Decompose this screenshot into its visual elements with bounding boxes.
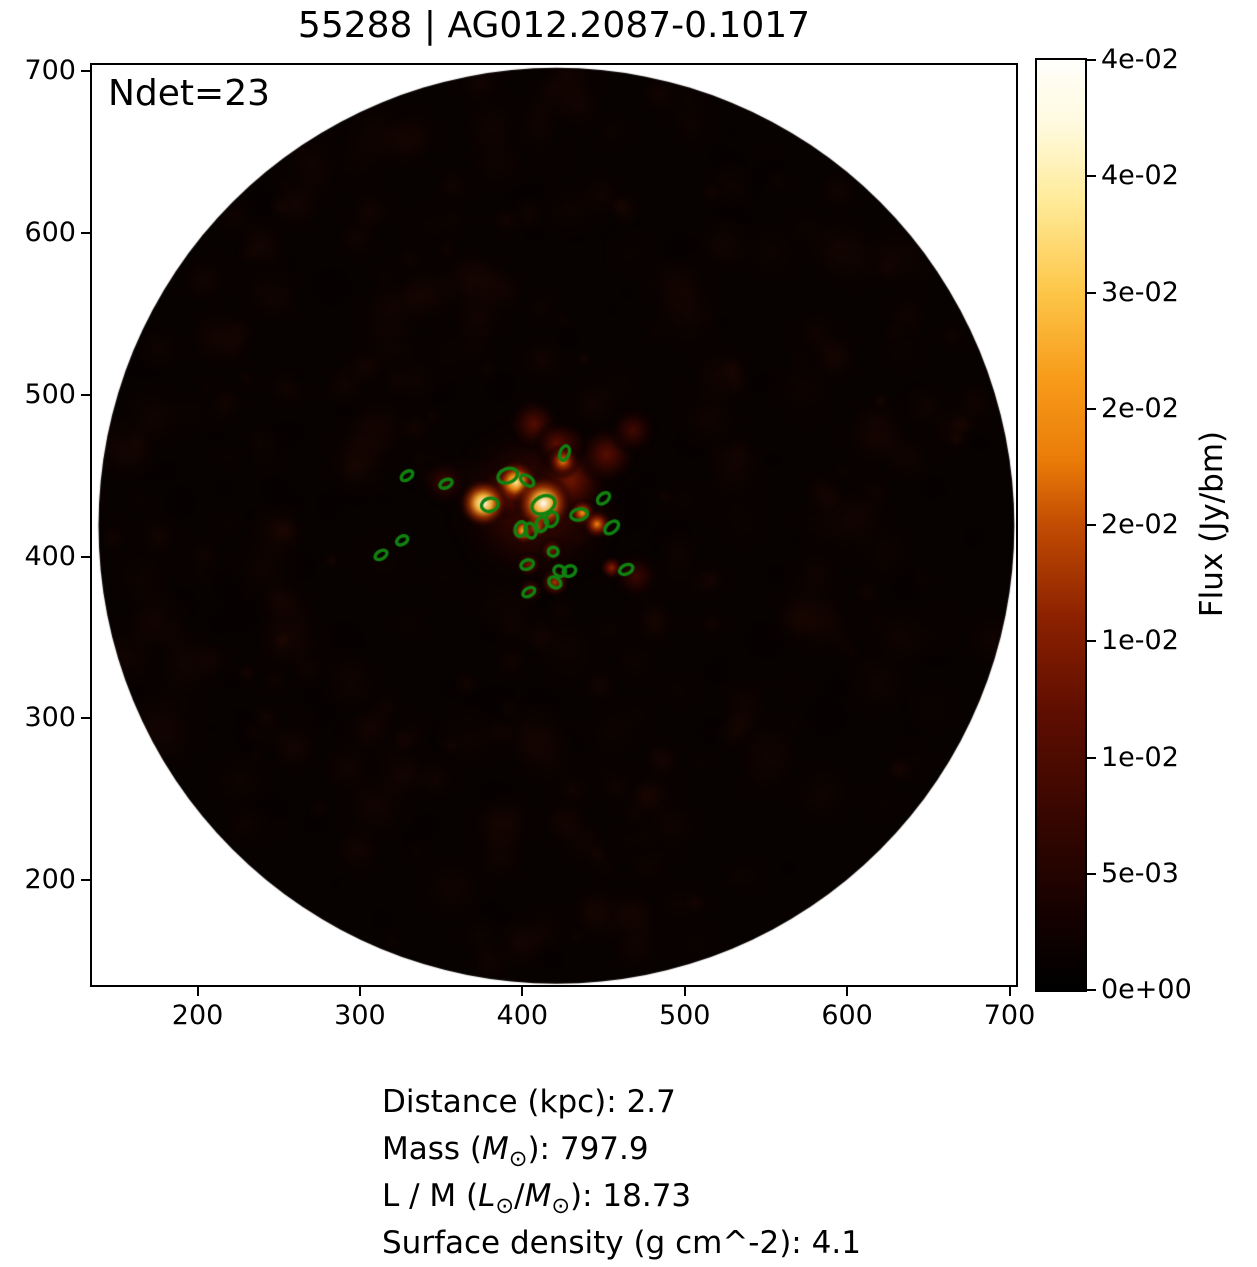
y-tick-mark (81, 393, 90, 396)
colorbar-tick-mark (1087, 175, 1096, 178)
y-tick-label: 500 (24, 378, 76, 410)
colorbar-tick-label: 2e-02 (1101, 509, 1179, 540)
colorbar (1035, 58, 1087, 992)
x-tick-mark (521, 987, 524, 996)
colorbar-tick-mark (1087, 989, 1096, 991)
y-tick-label: 600 (24, 217, 76, 249)
colorbar-tick-mark (1087, 524, 1096, 526)
x-tick-mark (358, 987, 361, 996)
y-tick-label: 200 (24, 863, 76, 895)
y-tick-mark (81, 232, 90, 235)
colorbar-tick-label: 4e-02 (1101, 44, 1179, 75)
plot-area: Ndet=23 (90, 63, 1018, 987)
colorbar-tick-mark (1087, 756, 1096, 759)
colorbar-tick-label: 1e-02 (1101, 741, 1179, 773)
colorbar-tick-label: 2e-02 (1101, 392, 1179, 424)
y-tick-label: 700 (24, 55, 76, 87)
flux-map-image (92, 65, 1016, 985)
y-tick-label: 300 (24, 702, 76, 734)
x-tick-mark (196, 987, 199, 996)
y-tick-label: 400 (24, 540, 76, 572)
stat-line: Mass (M⊙): 797.9 (382, 1131, 649, 1173)
colorbar-tick-label: 4e-02 (1101, 160, 1179, 192)
x-tick-label: 700 (983, 1000, 1036, 1031)
colorbar-tick-mark (1087, 59, 1096, 61)
stat-line: Distance (kpc): 2.7 (382, 1084, 676, 1120)
colorbar-label: Flux (Jy/bm) (1194, 430, 1230, 618)
y-tick-mark (81, 878, 90, 881)
colorbar-tick-label: 1e-02 (1101, 625, 1179, 657)
y-tick-mark (81, 70, 90, 73)
x-tick-label: 500 (658, 1000, 711, 1031)
colorbar-tick-mark (1087, 872, 1096, 875)
y-tick-mark (81, 555, 90, 558)
stat-line: Surface density (g cm^-2): 4.1 (382, 1225, 861, 1261)
x-tick-label: 600 (821, 1000, 873, 1031)
ndet-annotation: Ndet=23 (108, 73, 271, 114)
colorbar-tick-mark (1087, 291, 1096, 294)
x-tick-label: 200 (171, 1000, 224, 1031)
x-tick-label: 300 (334, 1000, 386, 1031)
colorbar-tick-label: 0e+00 (1101, 974, 1192, 1005)
x-tick-mark (1008, 987, 1011, 996)
x-tick-mark (846, 987, 849, 996)
colorbar-tick-label: 5e-03 (1101, 857, 1179, 889)
figure-title: 55288 | AG012.2087-0.1017 (297, 5, 811, 46)
x-tick-label: 400 (496, 1000, 549, 1031)
y-tick-mark (81, 717, 90, 720)
stat-line: L / M (L⊙/M⊙): 18.73 (382, 1178, 692, 1220)
colorbar-tick-mark (1087, 640, 1096, 643)
colorbar-tick-mark (1087, 407, 1096, 410)
x-tick-mark (683, 987, 686, 996)
colorbar-tick-label: 3e-02 (1101, 276, 1179, 308)
stats-block: Distance (kpc): 2.7 Mass (M⊙): 797.9 L / M… (382, 1080, 861, 1267)
